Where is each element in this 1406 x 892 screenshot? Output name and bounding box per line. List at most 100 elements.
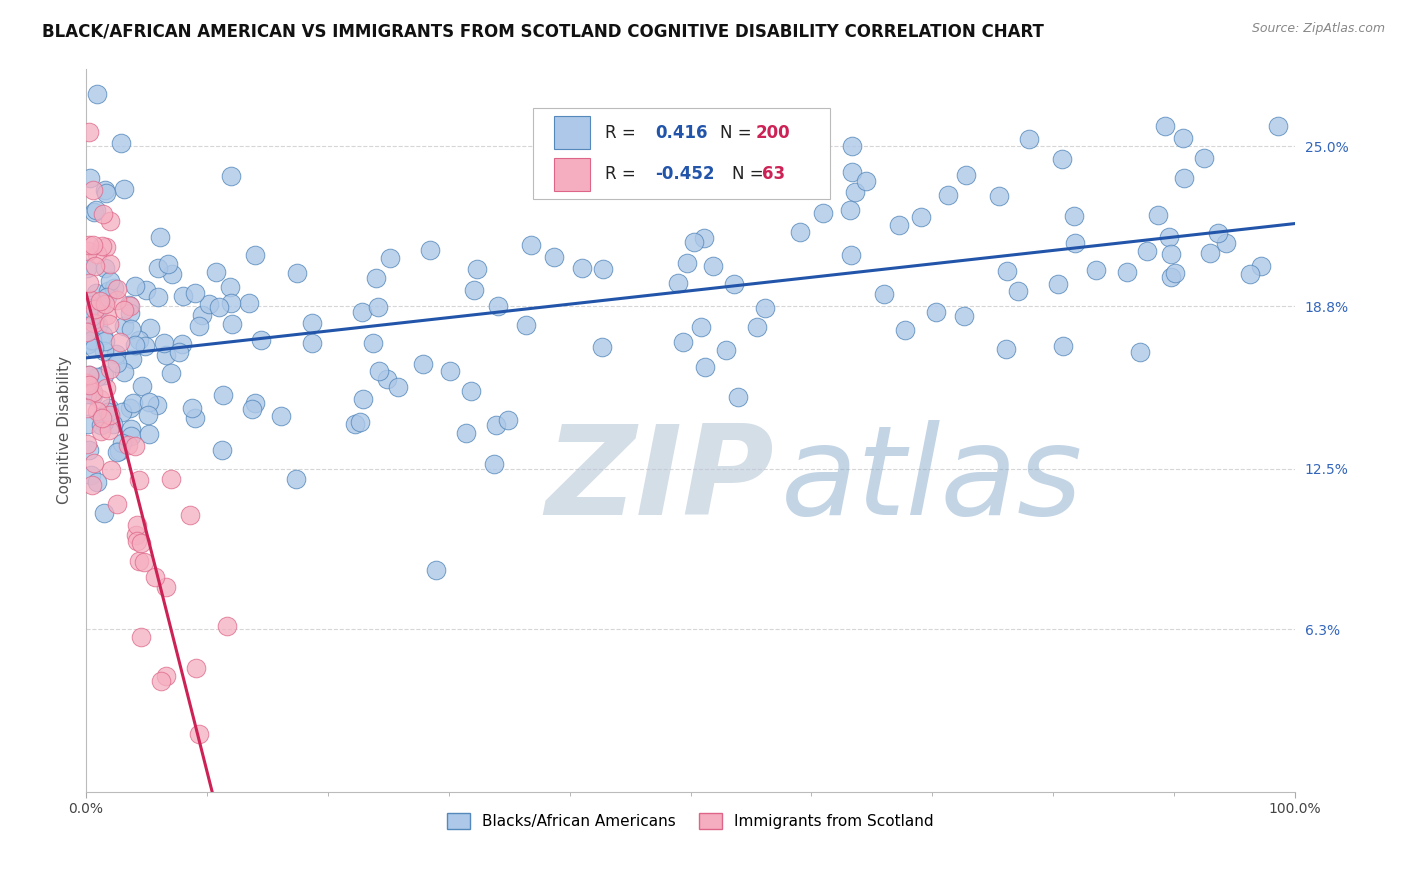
Y-axis label: Cognitive Disability: Cognitive Disability [58, 356, 72, 504]
Point [412, 357, 434, 371]
Point [105, 282, 128, 296]
Point [143, 570, 166, 584]
Point [754, 301, 776, 316]
Point [105, 293, 128, 308]
Point [149, 230, 172, 244]
Point [76, 376, 98, 390]
Point [121, 351, 143, 366]
Point [702, 260, 724, 274]
Point [96, 405, 118, 419]
Point [955, 168, 977, 182]
Point [1154, 120, 1177, 134]
Point [112, 182, 135, 196]
Point [76, 437, 98, 451]
Point [995, 264, 1018, 278]
Point [120, 429, 142, 443]
Point [76, 260, 98, 275]
Point [127, 534, 149, 549]
Point [110, 435, 132, 450]
Point [120, 306, 142, 320]
Point [129, 536, 152, 550]
Point [125, 518, 148, 533]
Point [124, 439, 146, 453]
Point [692, 231, 714, 245]
Point [187, 319, 209, 334]
Point [789, 226, 811, 240]
Point [707, 144, 730, 158]
Point [108, 335, 131, 350]
Point [205, 265, 228, 279]
Point [86, 475, 108, 489]
Point [77, 442, 100, 457]
Point [82, 384, 104, 399]
Point [855, 174, 877, 188]
Text: Source: ZipAtlas.com: Source: ZipAtlas.com [1251, 22, 1385, 36]
Point [112, 365, 135, 379]
Point [156, 257, 179, 271]
Point [86, 404, 108, 418]
Point [994, 342, 1017, 356]
Point [184, 411, 207, 425]
Point [198, 297, 221, 311]
Point [1250, 259, 1272, 273]
Point [108, 443, 131, 458]
Point [211, 442, 233, 457]
Point [844, 186, 866, 200]
Point [496, 413, 519, 427]
Point [120, 401, 142, 416]
Point [132, 555, 155, 569]
Point [425, 563, 447, 577]
Point [82, 324, 104, 338]
Point [91, 410, 114, 425]
Point [377, 372, 399, 386]
Point [172, 336, 194, 351]
Point [184, 285, 207, 300]
Point [98, 362, 121, 376]
Point [179, 508, 201, 522]
Point [94, 186, 117, 201]
Point [86, 318, 108, 332]
Point [1215, 235, 1237, 250]
Point [105, 445, 128, 459]
Point [84, 306, 107, 320]
Point [97, 423, 120, 437]
Point [129, 631, 152, 645]
Point [86, 247, 108, 261]
Point [180, 401, 202, 415]
Point [1007, 284, 1029, 298]
Point [284, 472, 307, 486]
Point [118, 297, 141, 311]
Point [91, 239, 114, 253]
Point [77, 306, 100, 320]
Point [439, 364, 461, 378]
Point [186, 661, 208, 675]
Point [1050, 153, 1073, 167]
Point [94, 382, 117, 396]
Point [97, 285, 120, 299]
Point [83, 313, 105, 327]
Point [579, 172, 602, 186]
Point [592, 262, 614, 277]
Point [96, 308, 118, 322]
Point [666, 276, 689, 290]
Point [77, 277, 100, 291]
Point [1160, 269, 1182, 284]
Point [270, 409, 292, 423]
Point [91, 412, 114, 426]
Point [172, 289, 194, 303]
Point [155, 348, 177, 362]
Text: N =: N = [731, 165, 763, 184]
Point [135, 283, 157, 297]
Point [1064, 235, 1087, 250]
Point [89, 294, 111, 309]
Point [77, 368, 100, 382]
Point [1018, 132, 1040, 146]
Point [343, 417, 366, 431]
Point [285, 266, 308, 280]
Point [77, 301, 100, 316]
Point [153, 335, 176, 350]
Point [94, 334, 117, 349]
Text: 63: 63 [762, 165, 785, 184]
Point [188, 727, 211, 741]
Point [98, 274, 121, 288]
